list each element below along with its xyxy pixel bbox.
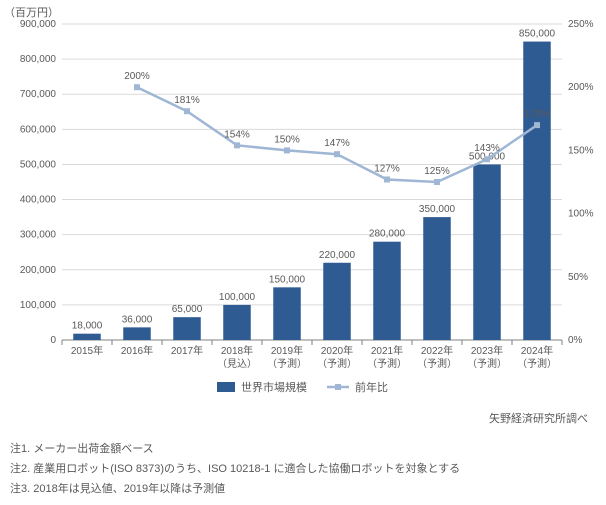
svg-text:100,000: 100,000 bbox=[219, 292, 256, 303]
svg-text:2016年: 2016年 bbox=[121, 344, 153, 357]
svg-text:65,000: 65,000 bbox=[172, 304, 203, 315]
svg-text:143%: 143% bbox=[474, 143, 500, 154]
svg-text:世界市場規模: 世界市場規模 bbox=[241, 380, 307, 394]
svg-text:（予測）: （予測） bbox=[317, 357, 357, 370]
svg-text:154%: 154% bbox=[224, 129, 250, 140]
svg-text:280,000: 280,000 bbox=[369, 229, 406, 240]
source-label: 矢野経済研究所調べ bbox=[489, 410, 588, 426]
svg-text:250%: 250% bbox=[568, 19, 594, 30]
svg-text:（見込）: （見込） bbox=[217, 358, 257, 370]
svg-text:200%: 200% bbox=[124, 71, 150, 82]
svg-text:900,000: 900,000 bbox=[20, 19, 57, 30]
svg-text:100,000: 100,000 bbox=[20, 300, 57, 311]
svg-text:36,000: 36,000 bbox=[122, 314, 153, 325]
svg-text:800,000: 800,000 bbox=[20, 54, 57, 65]
svg-text:147%: 147% bbox=[324, 138, 350, 149]
svg-text:127%: 127% bbox=[374, 163, 400, 174]
svg-text:2021年: 2021年 bbox=[371, 344, 403, 357]
svg-text:2018年: 2018年 bbox=[221, 344, 253, 357]
svg-text:（予測）: （予測） bbox=[467, 357, 507, 370]
svg-text:（予測）: （予測） bbox=[417, 357, 457, 370]
svg-text:前年比: 前年比 bbox=[355, 380, 388, 394]
svg-text:170%: 170% bbox=[524, 109, 550, 120]
chart-svg: 0 100,000 200,000 300,000 400,000 500,000 600,… bbox=[0, 0, 606, 420]
svg-text:（予測）: （予測） bbox=[367, 357, 407, 370]
svg-text:2017年: 2017年 bbox=[171, 344, 203, 357]
svg-text:100%: 100% bbox=[568, 209, 594, 220]
svg-text:125%: 125% bbox=[424, 166, 450, 177]
note-2: 注2. 産業用ロボット(ISO 8373)のうち、ISO 10218-1 に適合… bbox=[10, 460, 460, 476]
svg-text:（予測）: （予測） bbox=[267, 357, 307, 370]
svg-text:350,000: 350,000 bbox=[419, 204, 456, 215]
note-3: 注3. 2018年は見込値、2019年以降は予測値 bbox=[10, 480, 225, 496]
svg-text:18,000: 18,000 bbox=[72, 321, 103, 332]
svg-text:2015年: 2015年 bbox=[71, 344, 103, 357]
svg-text:400,000: 400,000 bbox=[20, 195, 57, 206]
svg-text:200,000: 200,000 bbox=[20, 265, 57, 276]
svg-text:220,000: 220,000 bbox=[319, 250, 356, 261]
svg-text:150%: 150% bbox=[274, 134, 300, 145]
svg-text:500,000: 500,000 bbox=[20, 159, 57, 170]
svg-text:（予測）: （予測） bbox=[517, 357, 557, 370]
svg-text:850,000: 850,000 bbox=[519, 29, 556, 40]
svg-text:2023年: 2023年 bbox=[471, 344, 503, 357]
svg-text:300,000: 300,000 bbox=[20, 230, 57, 241]
svg-text:600,000: 600,000 bbox=[20, 124, 57, 135]
svg-text:2019年: 2019年 bbox=[271, 344, 303, 357]
svg-text:2022年: 2022年 bbox=[421, 344, 453, 357]
svg-text:150,000: 150,000 bbox=[269, 274, 306, 285]
svg-text:2020年: 2020年 bbox=[321, 344, 353, 357]
svg-text:0: 0 bbox=[50, 335, 56, 346]
svg-text:2024年: 2024年 bbox=[521, 344, 553, 357]
svg-text:50%: 50% bbox=[568, 272, 588, 283]
svg-text:200%: 200% bbox=[568, 82, 594, 93]
svg-text:150%: 150% bbox=[568, 145, 594, 156]
note-1: 注1. メーカー出荷金額ベース bbox=[10, 440, 154, 456]
svg-text:0%: 0% bbox=[568, 335, 583, 346]
svg-text:181%: 181% bbox=[174, 95, 200, 106]
svg-text:700,000: 700,000 bbox=[20, 89, 57, 100]
